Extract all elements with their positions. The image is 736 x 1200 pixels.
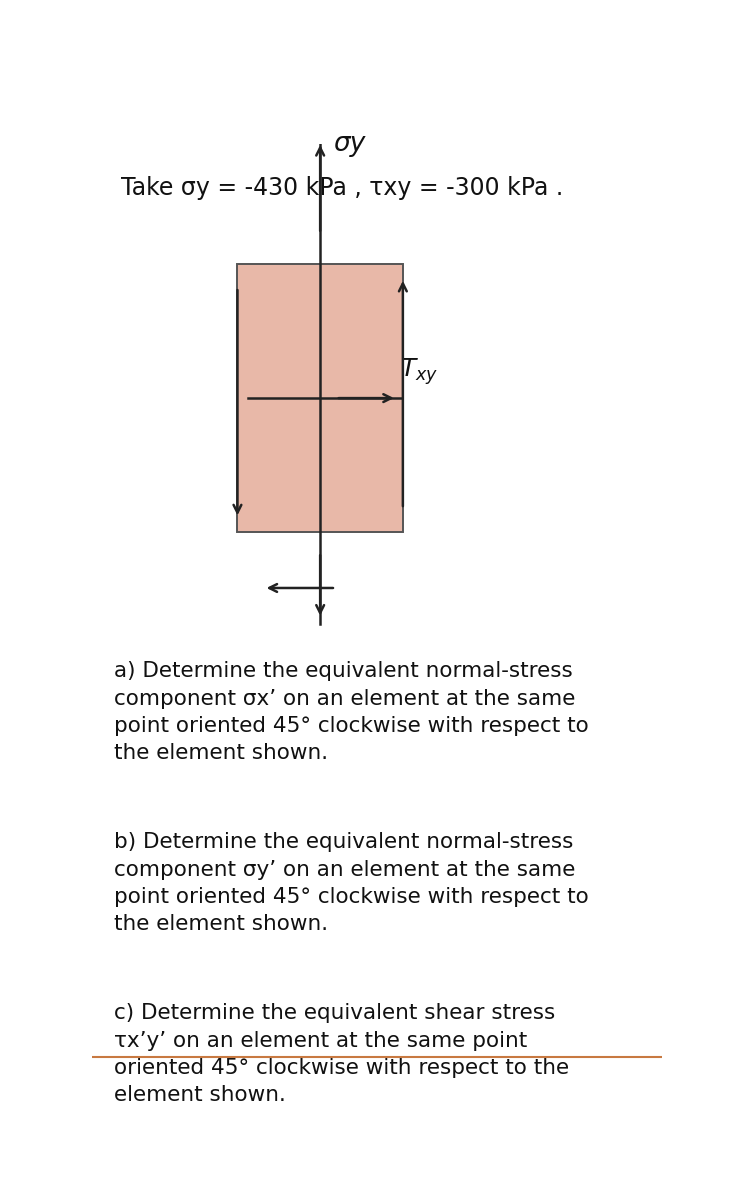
Text: Take σy = -430 kPa , τxy = -300 kPa .: Take σy = -430 kPa , τxy = -300 kPa . — [121, 176, 563, 200]
Text: b) Determine the equivalent normal-stress
component σy’ on an element at the sam: b) Determine the equivalent normal-stres… — [113, 833, 588, 934]
Text: $T_{xy}$: $T_{xy}$ — [400, 356, 439, 388]
Text: c) Determine the equivalent shear stress
τx’y’ on an element at the same point
o: c) Determine the equivalent shear stress… — [113, 1003, 569, 1105]
Text: a) Determine the equivalent normal-stress
component σx’ on an element at the sam: a) Determine the equivalent normal-stres… — [113, 661, 588, 763]
FancyBboxPatch shape — [238, 264, 403, 532]
Text: σy: σy — [333, 131, 365, 157]
